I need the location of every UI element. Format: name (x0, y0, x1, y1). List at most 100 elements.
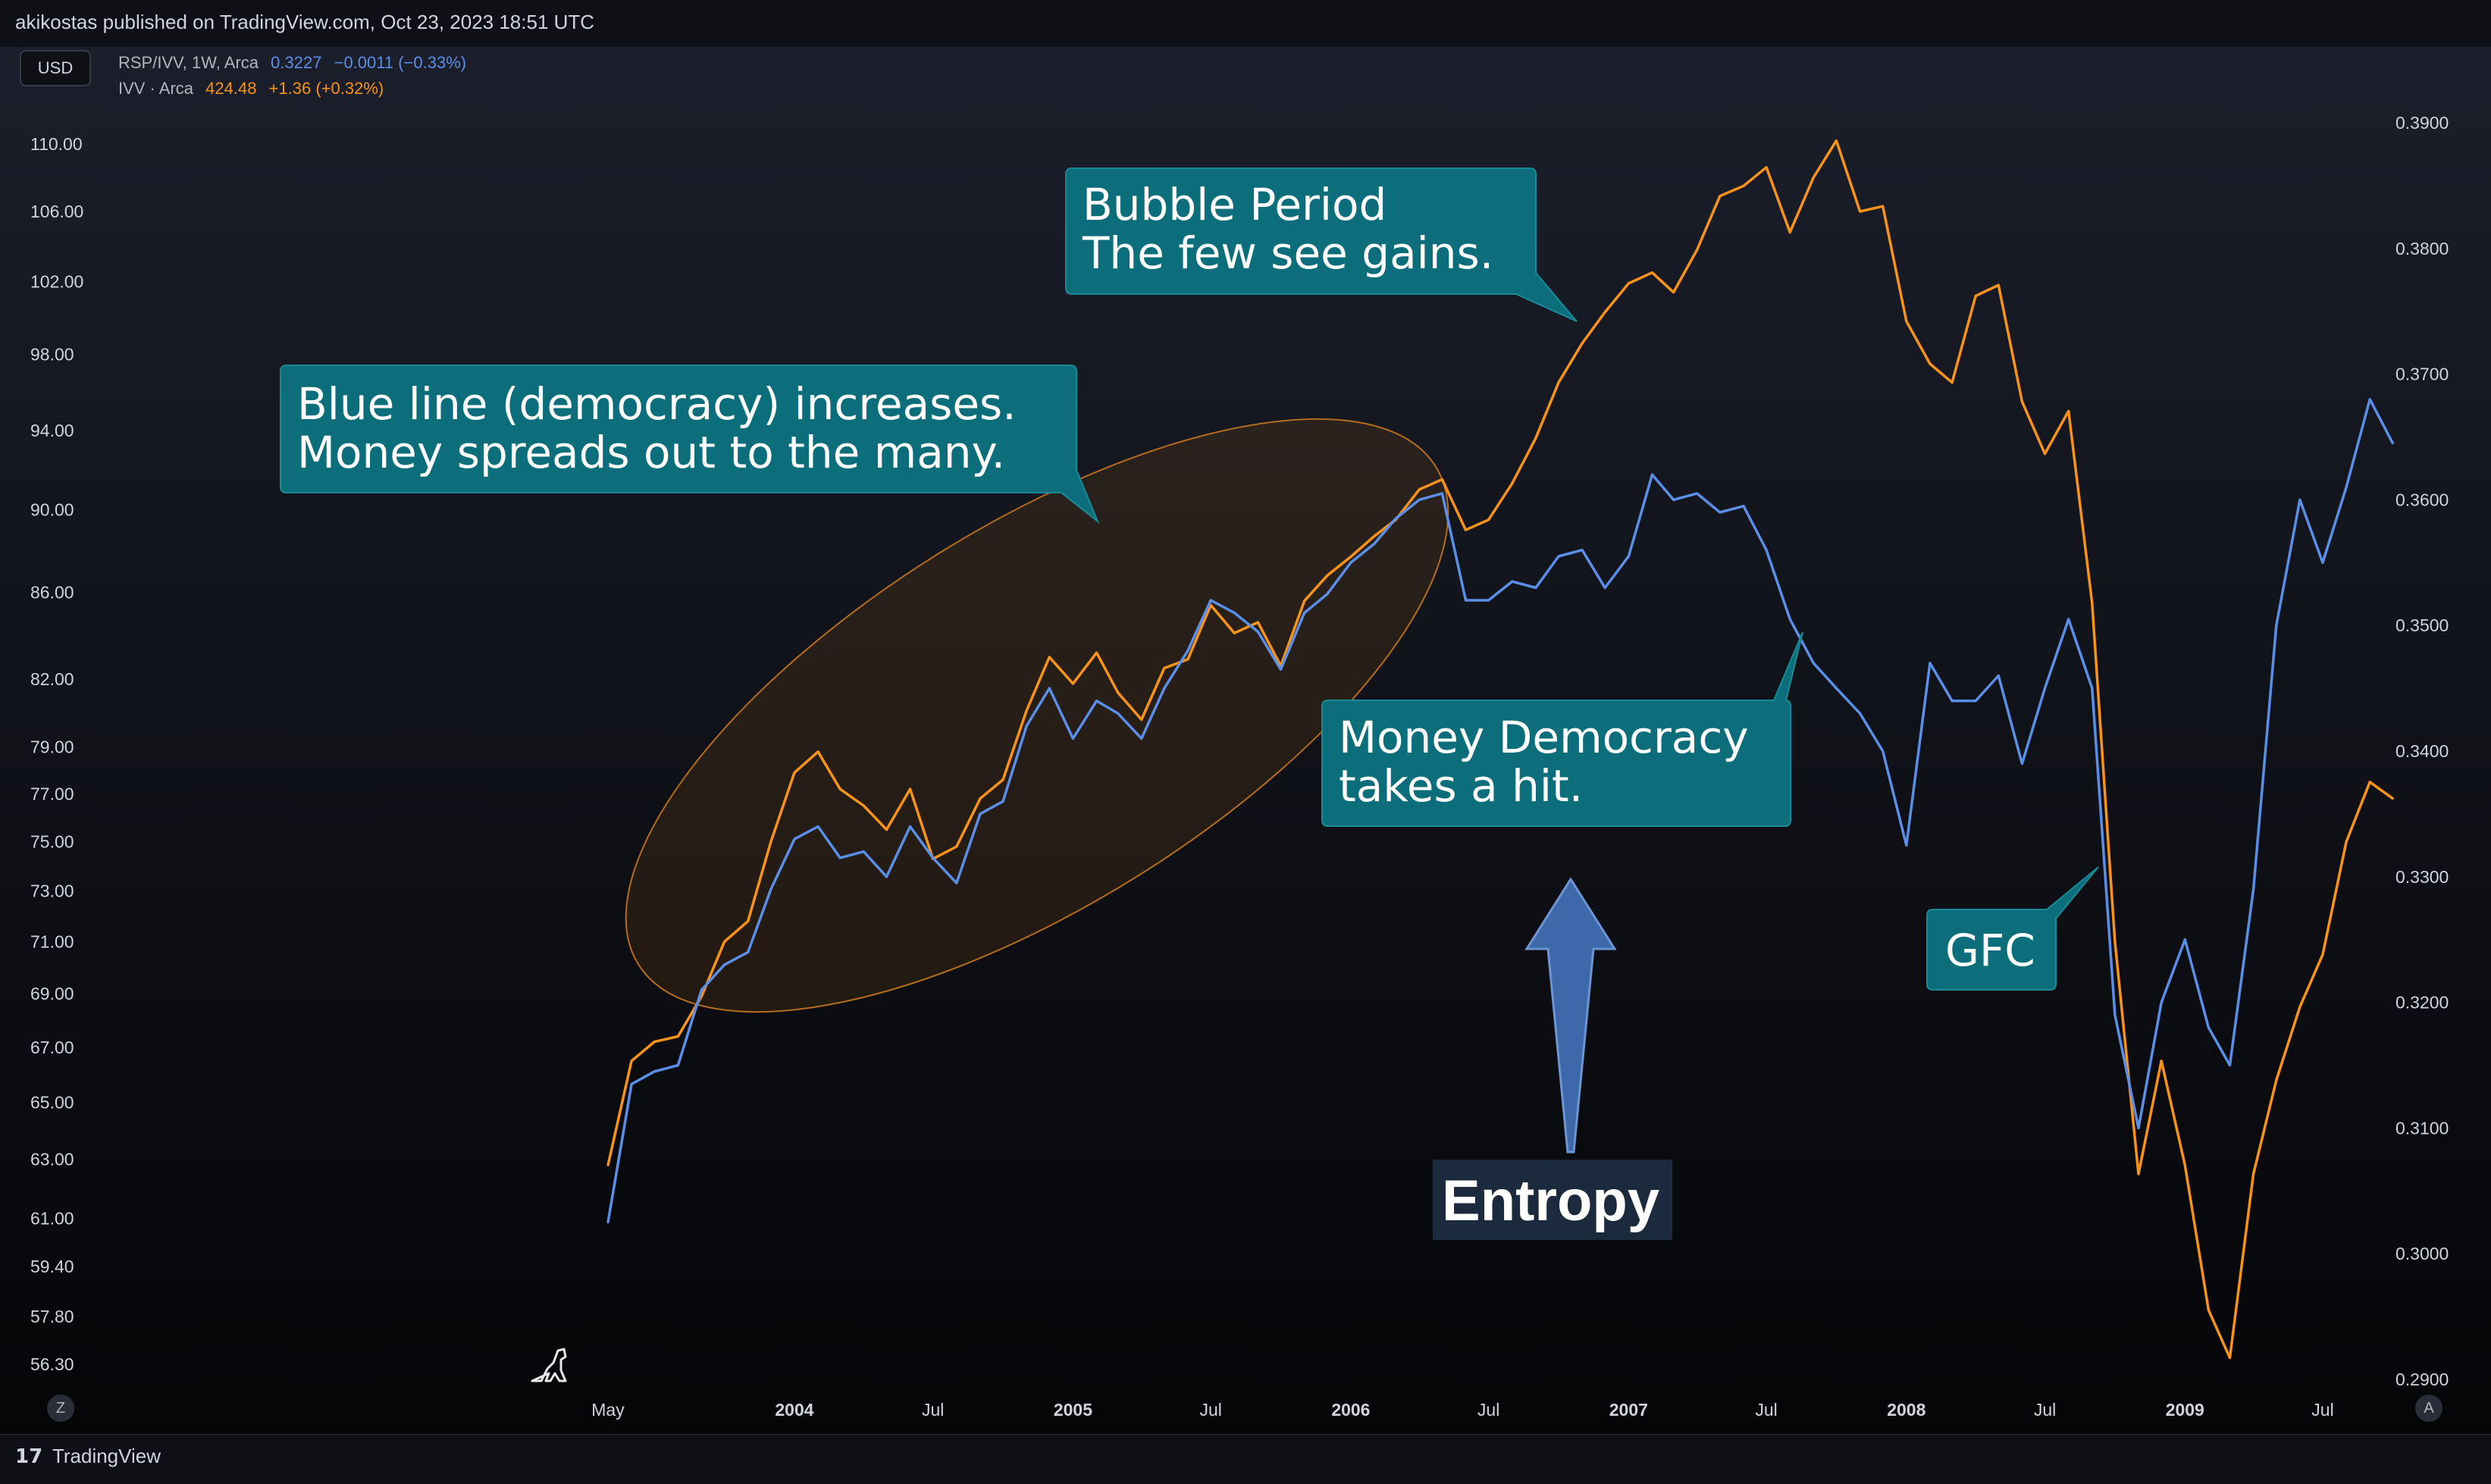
series-1-point-70 (2229, 1064, 2232, 1066)
series-1-point-56 (1905, 844, 1908, 847)
series-1-point-6 (747, 950, 750, 953)
series-1-point-39 (1511, 580, 1514, 583)
series-line-rsp-ivv[interactable] (606, 398, 2394, 1223)
series-1-point-40 (1534, 586, 1537, 589)
left-axis-tick-16: 63.00 (30, 1150, 74, 1169)
series-0-point-50 (1765, 166, 1768, 169)
legend-row-ratio[interactable]: RSP/IVV, 1W, Arca 0.3227 −0.0011 (−0.33%… (118, 53, 474, 73)
series-0-point-56 (1905, 320, 1908, 323)
series-1-point-5 (723, 963, 726, 966)
x-axis-tick-4: Jul (1199, 1400, 1221, 1420)
series-0-point-45 (1650, 271, 1653, 274)
series-0-point-59 (1974, 294, 1977, 297)
series-1-point-23 (1140, 737, 1143, 740)
left-axis-tick-18: 59.40 (30, 1257, 74, 1276)
legend-row-ivv[interactable]: IVV · Arca 424.48 +1.36 (+0.32%) (118, 79, 391, 99)
series-1-point-60 (1997, 675, 2000, 678)
series-1-point-9 (816, 825, 819, 828)
series-1-point-54 (1859, 712, 1862, 715)
dinosaur-icon[interactable] (531, 1348, 567, 1382)
currency-button[interactable]: USD (20, 50, 91, 86)
series-line-ivv[interactable] (606, 139, 2394, 1360)
series-0-point-74 (2321, 953, 2324, 956)
up-arrow-icon (1524, 877, 1617, 1154)
series-0-point-42 (1581, 342, 1584, 345)
series-0-point-27 (1233, 631, 1236, 634)
left-axis-tick-0: 110.00 (30, 134, 83, 154)
callout-money-democracy-text-2: takes a hit. (1339, 760, 1583, 812)
x-axis-tick-6: Jul (1477, 1400, 1499, 1420)
tradingview-logo[interactable]: 𝟭𝟳 TradingView (15, 1445, 161, 1468)
series-1-point-7 (769, 888, 772, 891)
series-0-point-17 (1001, 778, 1004, 781)
series-1-point-43 (1603, 586, 1606, 589)
series-0-point-53 (1835, 139, 1838, 142)
series-0-point-64 (2091, 602, 2094, 605)
series-0-point-5 (723, 940, 726, 943)
left-axis-tick-17: 61.00 (30, 1208, 74, 1228)
series-1-point-42 (1581, 549, 1584, 552)
series-0-point-37 (1465, 528, 1468, 531)
series-0-point-67 (2160, 1060, 2163, 1063)
series-1-point-13 (909, 825, 912, 828)
legend-ivv-change: +1.36 (+0.32%) (268, 79, 384, 98)
series-0-point-40 (1534, 437, 1537, 440)
x-axis-tick-3: 2005 (1054, 1400, 1092, 1420)
callout-bubble: Bubble Period The few see gains. (1065, 167, 1578, 322)
series-1-point-8 (793, 837, 796, 841)
entropy-label-box (1433, 1160, 1672, 1240)
callout-bubble-text-2: The few see gains. (1082, 227, 1493, 279)
series-1-point-26 (1209, 599, 1212, 602)
left-axis-tick-20: 56.30 (30, 1354, 74, 1374)
series-0-point-7 (769, 841, 772, 844)
series-1-point-44 (1627, 555, 1630, 558)
left-axis-tick-1: 106.00 (30, 202, 83, 221)
z-button[interactable]: Z (47, 1395, 74, 1422)
x-axis-tick-7: 2007 (1609, 1400, 1648, 1420)
series-0-point-58 (1950, 381, 1954, 384)
series-1-point-15 (955, 881, 958, 884)
right-ratio-axis[interactable]: 0.3900 0.3800 0.3700 0.3600 0.3500 0.3400 0.33… (2395, 113, 2449, 1389)
series-0-point-9 (816, 750, 819, 753)
x-axis-tick-0: May (591, 1400, 625, 1420)
series-1-point-1 (630, 1082, 633, 1085)
series-0-point-49 (1742, 184, 1745, 187)
a-button[interactable]: A (2415, 1395, 2442, 1422)
series-1-point-45 (1650, 473, 1653, 476)
tradingview-brand: TradingView (52, 1445, 161, 1467)
left-axis-tick-13: 69.00 (30, 984, 74, 1003)
series-0-point-68 (2183, 1163, 2186, 1166)
callout-bubble-text-1: Bubble Period (1083, 179, 1386, 230)
series-1-point-21 (1095, 700, 1098, 703)
callout-gfc: GFC (1926, 866, 2099, 991)
series-1-point-34 (1394, 517, 1397, 520)
series-1-point-32 (1349, 561, 1352, 564)
series-0-point-65 (2113, 940, 2117, 943)
series-0-point-76 (2368, 781, 2371, 784)
series-0-point-6 (747, 919, 750, 922)
left-price-axis[interactable]: 110.00 106.00 102.00 98.00 94.00 90.00 86.00 82… (30, 134, 83, 1374)
series-0-point-36 (1440, 478, 1443, 481)
series-1-point-16 (979, 812, 982, 816)
series-1-point-0 (606, 1221, 609, 1224)
series-0-point-13 (909, 787, 912, 791)
x-axis-tick-9: 2008 (1887, 1400, 1925, 1420)
series-0-point-41 (1557, 381, 1560, 384)
time-axis[interactable]: May 2004 Jul 2005 Jul 2006 Jul 2007 Jul 2008 Jul 20… (591, 1400, 2333, 1420)
series-1-point-49 (1742, 505, 1745, 508)
callout-money-democracy-text-1: Money Democracy (1339, 712, 1749, 763)
series-0-point-39 (1511, 482, 1514, 485)
series-1-point-4 (700, 988, 703, 991)
x-axis-tick-10: Jul (2034, 1400, 2056, 1420)
callout-bubble-box (1065, 167, 1578, 322)
series-1-point-46 (1672, 498, 1675, 501)
series-0-point-24 (1163, 667, 1166, 670)
series-0-point-19 (1048, 656, 1051, 659)
series-1-point-3 (676, 1064, 679, 1066)
series-0-point-62 (2044, 452, 2047, 456)
series-1-point-77 (2391, 442, 2394, 445)
series-1-point-19 (1048, 687, 1051, 690)
series-1-point-41 (1557, 555, 1560, 558)
left-axis-tick-6: 86.00 (30, 583, 74, 603)
